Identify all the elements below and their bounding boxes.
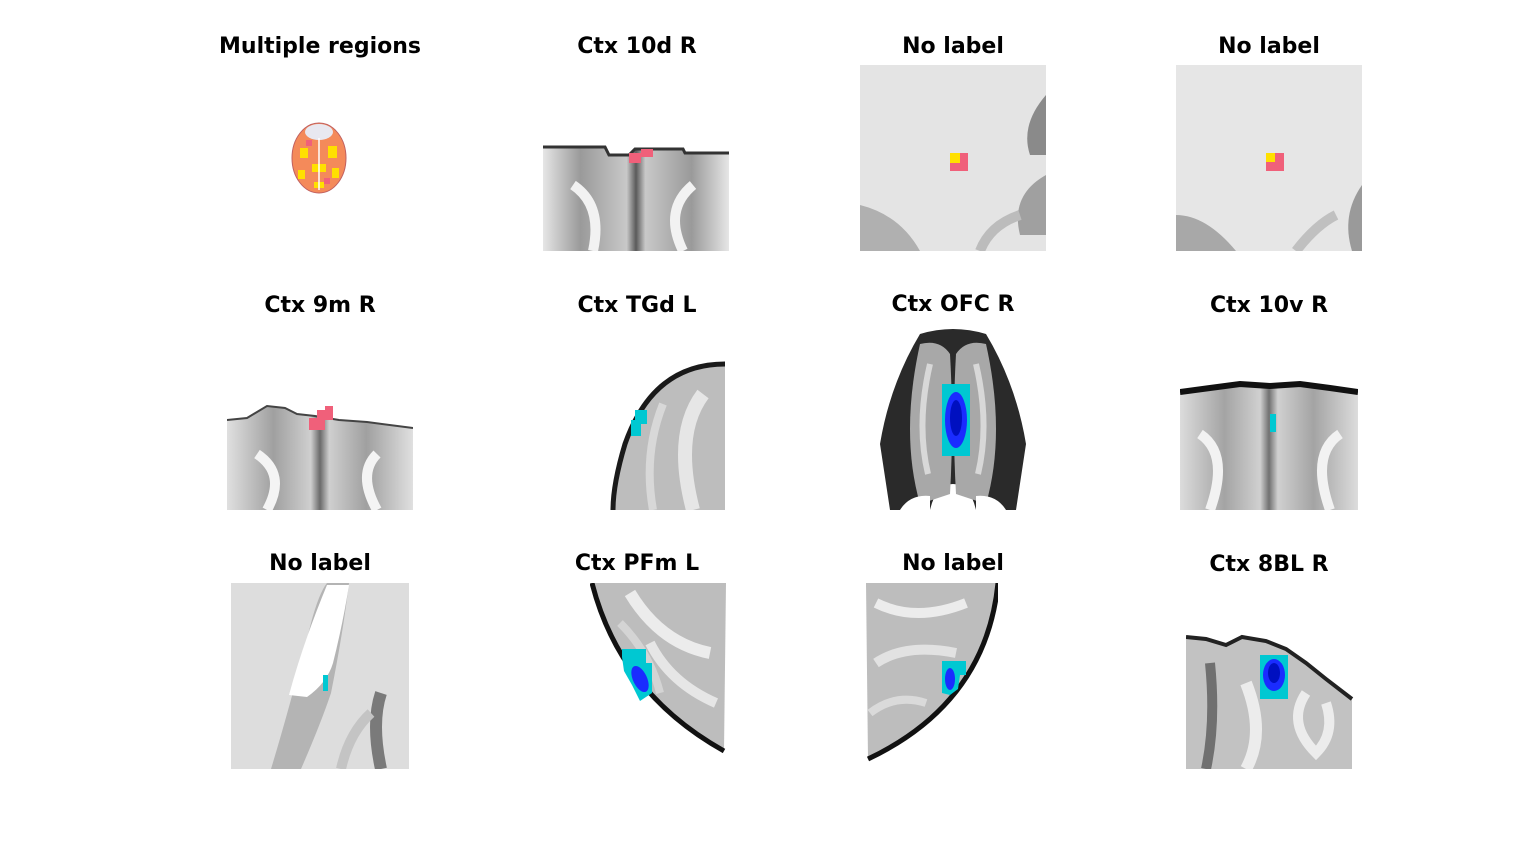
brain-slice <box>231 583 409 769</box>
brain-sagittal-slice <box>610 361 726 510</box>
panel-title: Ctx 10d R <box>577 34 697 59</box>
brain-axial-slice <box>866 583 998 762</box>
brain-axial-slice <box>590 583 726 754</box>
brain-coronal-slice <box>227 404 413 510</box>
whole-brain-axial-slice <box>291 122 347 194</box>
brain-coronal-slice <box>1180 380 1358 510</box>
brain-slice <box>1176 65 1362 251</box>
brain-slice <box>860 65 1046 251</box>
panel-title: Ctx PFm L <box>574 551 700 576</box>
panel-title: Ctx TGd L <box>577 293 697 318</box>
panel-title: No label <box>902 34 1004 59</box>
brain-axial-slice <box>880 329 1026 510</box>
panel-title: No label <box>269 551 371 576</box>
panel-title: Multiple regions <box>219 34 421 59</box>
panel-title: Ctx 10v R <box>1209 293 1329 318</box>
panel-title: Ctx OFC R <box>891 292 1015 317</box>
panel-title: Ctx 8BL R <box>1209 552 1329 577</box>
brain-coronal-slice <box>1186 634 1354 769</box>
panel-title: Ctx 9m R <box>264 293 376 318</box>
panel-title: No label <box>902 551 1004 576</box>
panel-title: No label <box>1218 34 1320 59</box>
brain-coronal-slice <box>543 145 729 251</box>
